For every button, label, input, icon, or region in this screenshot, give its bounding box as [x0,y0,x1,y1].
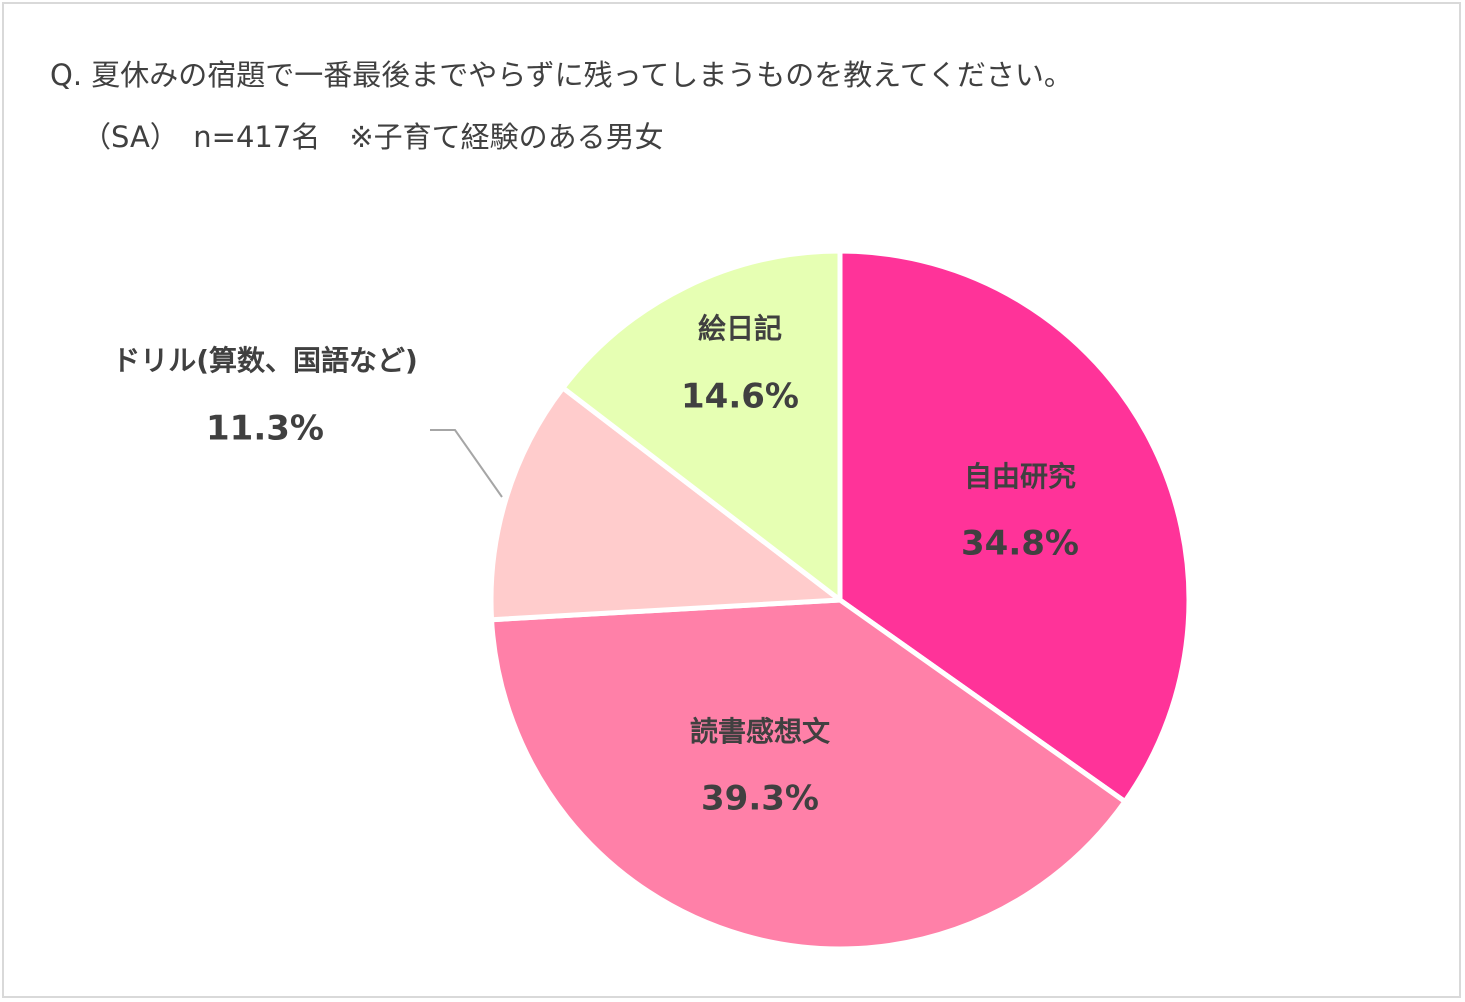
slice-value-label-3: 11.3% [206,409,324,449]
slice-value-label-4: 14.6% [681,377,799,417]
pie-slice-2 [489,597,1128,952]
slice-label-3: ドリル(算数、国語など) [112,344,418,377]
leader-lines [430,429,503,498]
slice-value-label-1: 34.8% [961,524,1079,564]
slice-value-label-2: 39.3% [701,779,819,819]
slice-label-2: 読書感想文 [690,715,830,748]
slice-label-1: 自由研究 [964,460,1076,493]
chart-subtitle: （SA） n=417名 ※子育て経験のある男女 [82,120,664,154]
slice-labels: 自由研究 34.8% 読書感想文 39.3% ドリル(算数、国語など) 11.3% 絵日記 1… [112,312,1079,819]
leader-line-3 [430,429,503,498]
pie-slice-4 [560,248,843,603]
pie-slice-3 [488,385,843,623]
pie-slice-1 [837,248,1192,805]
slice-label-4: 絵日記 [698,312,782,345]
pie-slices [488,248,1192,952]
chart-title: Q. 夏休みの宿題で一番最後までやらずに残ってしまうものを教えてください。 [50,58,1073,92]
